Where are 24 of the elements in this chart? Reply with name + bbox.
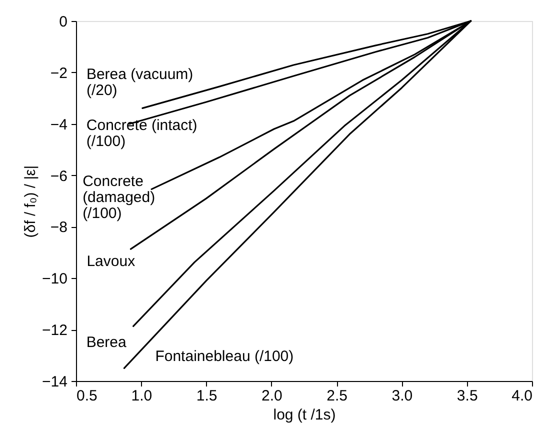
x-tick-label: 1.0 <box>131 388 152 404</box>
x-tick-label: 3.0 <box>392 388 413 404</box>
series-label: Concrete (damaged) (/100) <box>82 173 156 222</box>
y-tick-label: −14 <box>42 374 68 390</box>
series-label: Fontainebleau (/100) <box>155 348 294 366</box>
y-tick-label: 0 <box>59 14 68 30</box>
series-label: Concrete (intact) (/100) <box>86 116 198 150</box>
x-tick-label: 3.5 <box>456 388 478 404</box>
series-label: Lavoux <box>86 253 136 270</box>
y-tick-label: −12 <box>42 322 68 340</box>
x-tick-label: 2.0 <box>262 388 282 404</box>
x-tick-label: 0.5 <box>76 388 98 404</box>
x-axis-title: log (t /1s) <box>273 406 336 424</box>
y-tick-label: −2 <box>50 64 68 82</box>
y-tick-label: −6 <box>50 168 68 185</box>
series-label: Berea (vacuum) (/20) <box>86 66 194 100</box>
series-label: Berea <box>86 334 128 352</box>
y-tick-label: −10 <box>42 270 68 288</box>
y-tick-label: −4 <box>50 116 68 134</box>
x-tick-label: 1.5 <box>196 388 218 404</box>
x-tick-label: 2.5 <box>326 388 348 404</box>
y-axis-title: (δf / f₀) / |ε| <box>22 165 40 238</box>
x-tick-label: 4.0 <box>512 388 532 404</box>
y-tick-label: −8 <box>50 219 68 236</box>
